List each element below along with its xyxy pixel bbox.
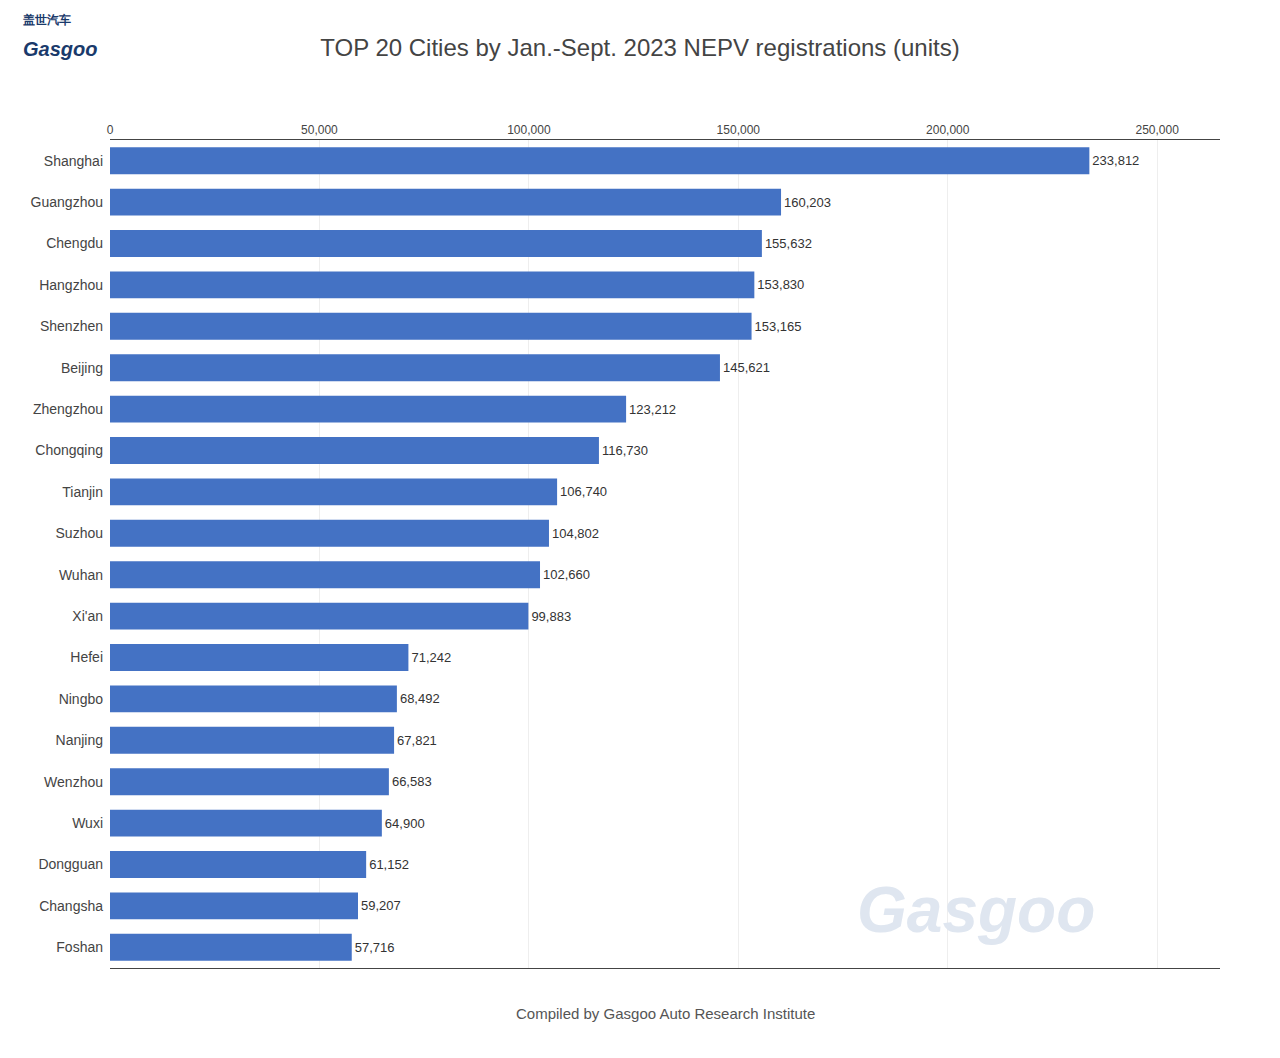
svg-text:200,000: 200,000 — [926, 123, 970, 137]
svg-text:Wenzhou: Wenzhou — [44, 774, 103, 790]
svg-text:Hefei: Hefei — [70, 649, 103, 665]
svg-text:Tianjin: Tianjin — [62, 484, 103, 500]
svg-text:104,802: 104,802 — [552, 526, 599, 541]
svg-text:Compiled by Gasgoo Auto Resear: Compiled by Gasgoo Auto Research Institu… — [516, 1005, 815, 1022]
svg-text:150,000: 150,000 — [717, 123, 761, 137]
svg-text:Chongqing: Chongqing — [35, 442, 103, 458]
svg-text:Shenzhen: Shenzhen — [40, 318, 103, 334]
svg-text:155,632: 155,632 — [765, 236, 812, 251]
svg-text:Suzhou: Suzhou — [56, 525, 103, 541]
svg-text:67,821: 67,821 — [397, 733, 437, 748]
svg-text:0: 0 — [107, 123, 114, 137]
svg-text:Wuxi: Wuxi — [72, 815, 103, 831]
svg-text:Ningbo: Ningbo — [59, 691, 104, 707]
svg-text:Xi'an: Xi'an — [72, 608, 103, 624]
svg-text:145,621: 145,621 — [723, 360, 770, 375]
svg-text:100,000: 100,000 — [507, 123, 551, 137]
svg-text:Dongguan: Dongguan — [38, 856, 103, 872]
svg-text:153,830: 153,830 — [757, 277, 804, 292]
svg-text:Hangzhou: Hangzhou — [39, 277, 103, 293]
svg-text:50,000: 50,000 — [301, 123, 338, 137]
svg-text:250,000: 250,000 — [1135, 123, 1179, 137]
svg-text:盖世汽车: 盖世汽车 — [23, 13, 71, 27]
svg-text:68,492: 68,492 — [400, 691, 440, 706]
svg-text:Changsha: Changsha — [39, 898, 103, 914]
svg-text:61,152: 61,152 — [369, 857, 409, 872]
svg-text:Wuhan: Wuhan — [59, 567, 103, 583]
svg-text:Nanjing: Nanjing — [56, 732, 103, 748]
svg-text:Guangzhou: Guangzhou — [31, 194, 103, 210]
svg-text:66,583: 66,583 — [392, 774, 432, 789]
svg-text:Shanghai: Shanghai — [44, 153, 103, 169]
svg-text:160,203: 160,203 — [784, 195, 831, 210]
svg-text:102,660: 102,660 — [543, 567, 590, 582]
svg-text:153,165: 153,165 — [755, 319, 802, 334]
svg-text:64,900: 64,900 — [385, 816, 425, 831]
svg-text:TOP 20 Cities by Jan.-Sept. 20: TOP 20 Cities by Jan.-Sept. 2023 NEPV re… — [320, 34, 959, 61]
svg-text:71,242: 71,242 — [411, 650, 451, 665]
svg-text:Beijing: Beijing — [61, 360, 103, 376]
svg-text:106,740: 106,740 — [560, 484, 607, 499]
svg-text:116,730: 116,730 — [602, 443, 648, 458]
svg-text:Zhengzhou: Zhengzhou — [33, 401, 103, 417]
svg-text:99,883: 99,883 — [531, 609, 571, 624]
svg-text:Gasgoo: Gasgoo — [857, 874, 1095, 946]
svg-text:Chengdu: Chengdu — [46, 235, 103, 251]
svg-text:57,716: 57,716 — [355, 940, 395, 955]
svg-text:123,212: 123,212 — [629, 402, 676, 417]
svg-text:233,812: 233,812 — [1092, 153, 1139, 168]
svg-text:Foshan: Foshan — [56, 939, 103, 955]
svg-text:Gasgoo: Gasgoo — [23, 38, 97, 60]
svg-text:59,207: 59,207 — [361, 898, 401, 913]
